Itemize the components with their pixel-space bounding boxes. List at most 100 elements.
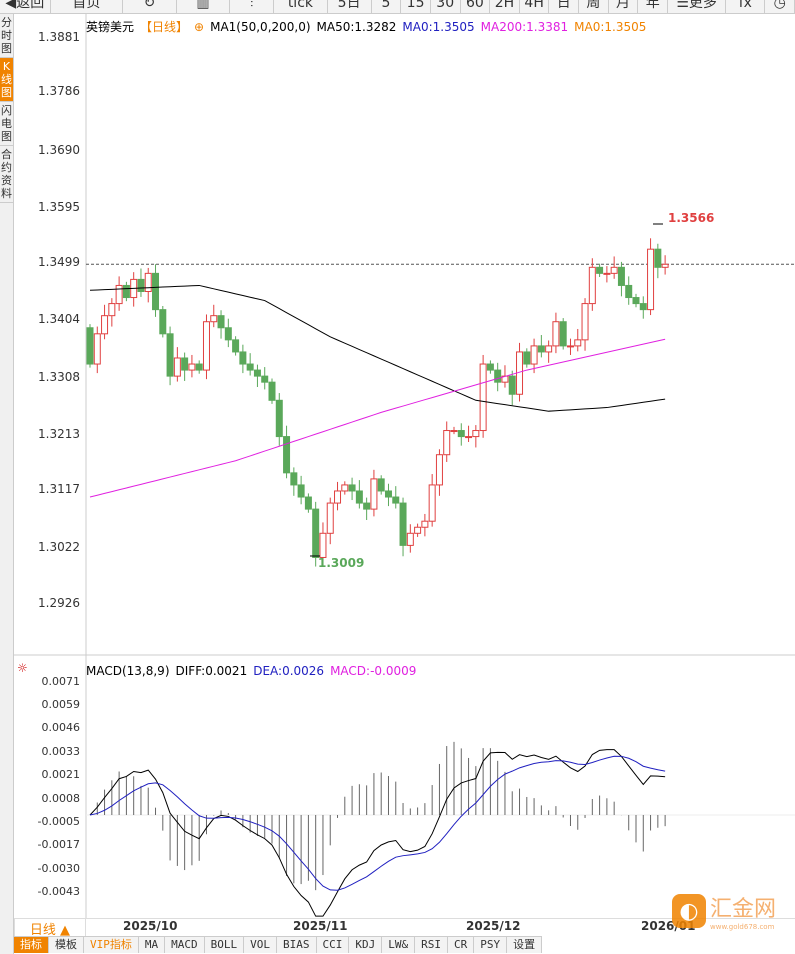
candle-body <box>268 381 276 401</box>
macd-name[interactable]: MACD(13,8,9) <box>86 664 170 678</box>
indicator-tab[interactable]: VIP指标 <box>84 937 139 953</box>
diff-line <box>89 749 666 917</box>
toolbar-button[interactable]: 年 <box>638 0 669 13</box>
candle-body <box>472 430 480 438</box>
candle-body <box>253 369 261 377</box>
indicator-tab[interactable]: 设置 <box>507 937 543 953</box>
macd-settings-icon[interactable]: ☼ <box>17 661 28 675</box>
candle-body <box>479 363 487 432</box>
indicator-tab[interactable]: MACD <box>165 937 205 953</box>
indicator-tab[interactable]: KDJ <box>349 937 383 953</box>
candle-body <box>588 266 596 305</box>
candle-body <box>574 339 582 347</box>
toolbar-button[interactable]: 15 <box>401 0 431 13</box>
macd-tick: 0.0008 <box>41 792 81 805</box>
indicator-tab[interactable]: BIAS <box>277 937 317 953</box>
candle-body <box>523 351 531 365</box>
candle-body <box>202 321 210 371</box>
toolbar-button[interactable]: ⫶ <box>230 0 275 13</box>
indicator-tab[interactable]: VOL <box>244 937 277 953</box>
candle-body <box>661 263 669 268</box>
candle-body <box>283 436 291 474</box>
indicator-tab[interactable]: 指标 <box>14 937 49 953</box>
candle-body <box>181 357 189 371</box>
toolbar-button[interactable]: 60 <box>461 0 491 13</box>
candle-body <box>297 484 305 498</box>
toolbar-button[interactable]: tick <box>274 0 328 13</box>
chart-legend: 英镑美元 【日线】 ⊕ MA1(50,0,200,0) MA50:1.3282 MA0:1… <box>86 18 652 35</box>
toolbar-button[interactable]: ☰更多 <box>668 0 727 13</box>
candle-body <box>239 351 247 365</box>
candle-body <box>217 315 225 329</box>
indicator-tab[interactable]: MA <box>139 937 166 953</box>
toolbar-button[interactable]: 首页 <box>51 0 124 13</box>
diff-value: DIFF:0.0021 <box>175 664 248 678</box>
logo-text: 汇金网 <box>710 897 777 922</box>
indicator-tab[interactable]: LW& <box>382 937 416 953</box>
indicator-tab[interactable]: CCI <box>317 937 350 953</box>
toolbar-button[interactable]: 日 <box>549 0 580 13</box>
toolbar-button[interactable]: 周 <box>579 0 609 13</box>
price-tick: 1.3690 <box>38 143 80 157</box>
indicator-tabs: 指标 模板 VIP指标 MA MACD BOLL VOL BIAS CCI KDJ LW& RSI CR… <box>14 936 543 953</box>
candle-body <box>93 333 101 365</box>
candle-body <box>137 278 145 292</box>
ma-settings[interactable]: MA1(50,0,200,0) <box>210 20 311 34</box>
sidebar-tab[interactable]: 合约资料 <box>0 146 13 203</box>
toolbar-button[interactable]: 2H <box>490 0 520 13</box>
price-tick: 1.3117 <box>38 482 80 496</box>
toolbar-button[interactable]: ▥ <box>177 0 231 13</box>
candle-body <box>603 272 611 275</box>
toolbar-button[interactable]: ↻ <box>123 0 177 13</box>
candle-body <box>166 333 174 377</box>
indicator-tab[interactable]: CR <box>448 937 475 953</box>
candle-body <box>341 484 349 492</box>
candle-body <box>152 272 160 311</box>
candle-body <box>319 532 327 558</box>
candle-body <box>647 248 655 311</box>
sidebar-tab[interactable]: K线图 <box>0 58 13 102</box>
indicator-tab[interactable]: RSI <box>415 937 448 953</box>
toolbar-button[interactable]: 月 <box>609 0 639 13</box>
toolbar-button[interactable]: ◀返回 <box>0 0 51 13</box>
price-tick: 1.3213 <box>38 427 80 441</box>
candle-body <box>210 315 218 323</box>
candle-body <box>399 502 407 546</box>
candle-body <box>188 363 196 371</box>
candle-body <box>246 363 254 371</box>
ma50-line <box>89 284 666 412</box>
toolbar-button[interactable]: 4H <box>520 0 550 13</box>
toolbar-button[interactable]: fx <box>726 0 766 13</box>
sidebar-tab[interactable]: 闪电图 <box>0 102 13 146</box>
indicator-tab[interactable]: BOLL <box>205 937 245 953</box>
price-tick: 1.3308 <box>38 370 80 384</box>
candle-body <box>435 454 443 486</box>
candle-body <box>552 321 560 347</box>
high-annotation: 1.3566 <box>668 211 714 225</box>
macd-tick: -0.0017 <box>37 838 80 851</box>
candle-body <box>450 430 458 433</box>
candle-body <box>363 502 371 510</box>
candle-body <box>508 375 516 395</box>
target-icon[interactable]: ⊕ <box>194 20 205 34</box>
period-button[interactable]: 日线 ▲ <box>14 918 86 938</box>
x-axis: 2025/10 2025/11 2025/12 2026/01 <box>86 918 795 935</box>
macd-legend: MACD(13,8,9) DIFF:0.0021 DEA:0.0026 MACD:-0… <box>86 664 422 678</box>
candle-body <box>115 284 123 305</box>
toolbar-button[interactable]: 30 <box>431 0 461 13</box>
candle-body <box>581 303 589 341</box>
candle-body <box>486 363 494 371</box>
period-label: 【日线】 <box>140 20 189 34</box>
indicator-tab[interactable]: 模板 <box>49 937 84 953</box>
candle-body <box>610 266 618 274</box>
indicator-tab[interactable]: PSY <box>474 937 508 953</box>
toolbar-button[interactable]: 5日 <box>328 0 372 13</box>
candle-body <box>108 303 116 317</box>
toolbar-button[interactable]: 5 <box>372 0 402 13</box>
sidebar-tab[interactable]: 分时图 <box>0 14 13 58</box>
price-tick: 1.3499 <box>38 255 80 269</box>
macd-tick: 0.0046 <box>41 721 81 734</box>
macd-tick: -0.0030 <box>37 862 80 875</box>
ma200-value: MA200:1.3381 <box>480 20 569 34</box>
